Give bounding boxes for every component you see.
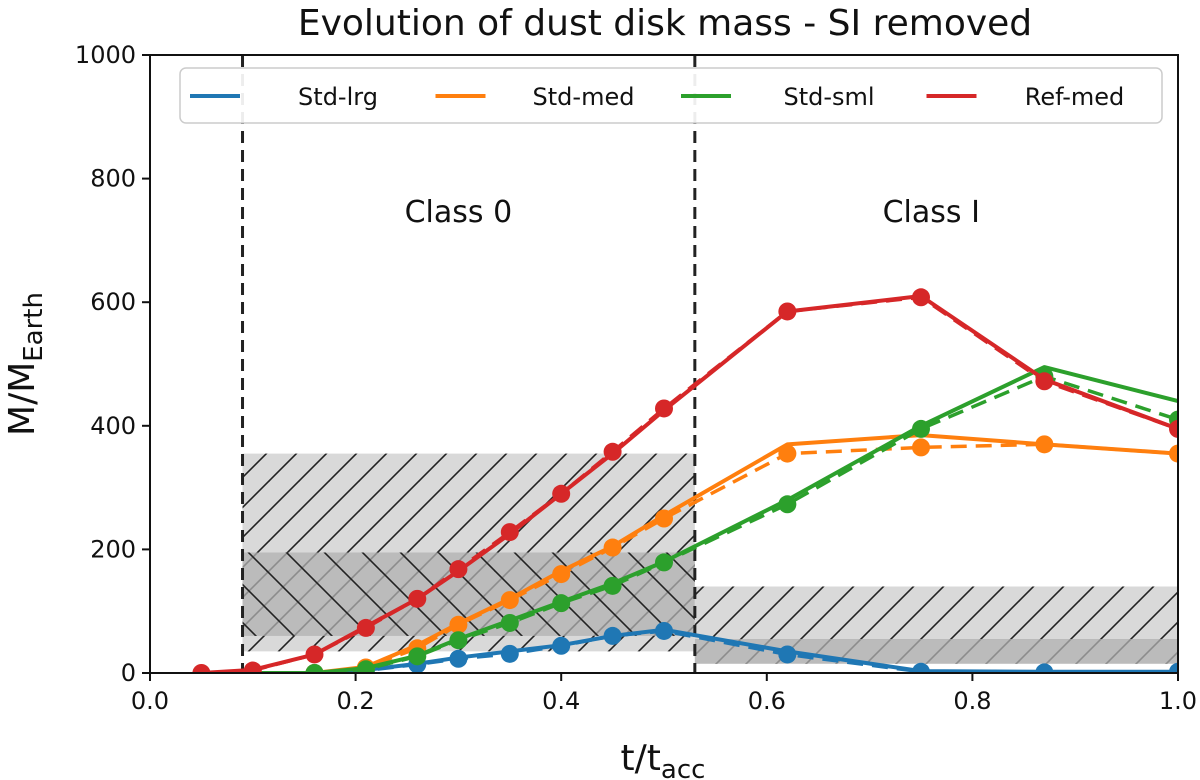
x-tick-label: 0.4	[542, 687, 580, 715]
y-tick-label: 600	[90, 288, 136, 316]
region-label: Class I	[883, 195, 980, 230]
data-point-std-lrg	[1035, 663, 1054, 673]
legend-label: Std-lrg	[298, 83, 378, 111]
data-point-std-med	[552, 565, 571, 584]
data-point-ref-med	[408, 589, 427, 608]
data-point-std-med	[912, 438, 930, 457]
data-point-ref-med	[449, 560, 468, 579]
data-point-ref-med	[243, 661, 262, 673]
data-point-std-sml	[449, 631, 468, 650]
data-point-std-lrg	[1169, 662, 1178, 673]
data-point-std-lrg	[552, 636, 571, 655]
hatch-band-1	[242, 552, 695, 636]
legend-box	[179, 67, 1163, 124]
data-point-std-lrg	[449, 649, 468, 668]
region-label: Class 0	[405, 195, 513, 230]
data-point-std-sml	[408, 647, 427, 666]
x-tick-label: 0.2	[337, 687, 375, 715]
data-point-std-sml	[778, 495, 797, 514]
legend: Std-lrg Std-med Std-sml Ref-med	[179, 67, 1163, 124]
data-point-std-med	[603, 538, 622, 557]
y-tick-label: 1000	[75, 41, 136, 69]
data-point-std-lrg	[912, 662, 930, 673]
x-axis-label-main: t/t	[621, 738, 661, 779]
y-tick-label: 400	[90, 412, 136, 440]
data-point-ref-med	[655, 399, 673, 418]
data-point-ref-med	[305, 645, 324, 664]
data-point-ref-med	[1035, 372, 1054, 391]
data-point-std-med	[449, 615, 468, 634]
x-axis-label: t/tacc	[621, 738, 706, 780]
data-point-std-lrg	[500, 644, 519, 663]
y-axis-label-sub: Earth	[19, 292, 49, 362]
data-point-ref-med	[500, 523, 519, 542]
series-dashed-line-ref-med	[201, 295, 1178, 673]
data-point-ref-med	[192, 664, 211, 673]
plot-frame	[149, 54, 1179, 674]
x-axis: 0.0 0.2 0.4 0.6 0.8 1.0	[131, 673, 1197, 715]
data-point-ref-med	[778, 302, 797, 321]
x-tick-label: 0.8	[953, 687, 991, 715]
x-tick-label: 0.0	[131, 687, 169, 715]
legend-label: Std-med	[533, 83, 635, 111]
shaded-bands	[242, 453, 1178, 664]
data-point-ref-med	[356, 618, 375, 637]
data-point-std-med	[1169, 444, 1178, 463]
x-tick-label: 1.0	[1159, 687, 1197, 715]
x-tick-label: 0.6	[748, 687, 786, 715]
data-point-std-sml	[305, 664, 324, 673]
data-point-ref-med	[912, 288, 930, 307]
data-point-std-sml	[356, 660, 375, 673]
data-point-std-sml	[500, 613, 519, 632]
y-tick-label: 0	[121, 659, 136, 687]
legend-label: Std-sml	[783, 83, 874, 111]
x-axis-label-sub: acc	[661, 755, 706, 780]
y-axis-label: M/MEarth	[2, 292, 49, 436]
data-point-std-med	[500, 591, 519, 610]
series-layer	[192, 288, 1178, 673]
data-point-ref-med	[552, 484, 571, 503]
data-point-std-lrg	[778, 645, 797, 664]
data-point-std-sml	[655, 553, 673, 572]
data-point-ref-med	[603, 442, 622, 461]
data-point-std-lrg	[655, 621, 673, 640]
y-axis-label-main: M/M	[2, 362, 43, 436]
data-point-std-sml	[552, 594, 571, 613]
y-axis: 0 200 400 600 800 1000	[75, 41, 150, 687]
y-tick-label: 200	[90, 535, 136, 563]
shaded-band-3	[694, 639, 1178, 664]
data-point-ref-med	[1169, 419, 1178, 438]
data-point-std-lrg	[603, 626, 622, 645]
phase-boundaries	[241, 55, 697, 673]
chart-title: Evolution of dust disk mass - SI removed	[298, 3, 1032, 44]
data-point-std-med	[778, 444, 797, 463]
data-point-std-sml	[912, 419, 930, 438]
data-point-std-med	[1035, 435, 1054, 454]
legend-label: Ref-med	[1025, 83, 1125, 111]
data-point-std-sml	[603, 576, 622, 595]
y-tick-label: 800	[90, 165, 136, 193]
region-labels: Class 0 Class I	[405, 195, 980, 230]
data-point-std-med	[655, 509, 673, 528]
